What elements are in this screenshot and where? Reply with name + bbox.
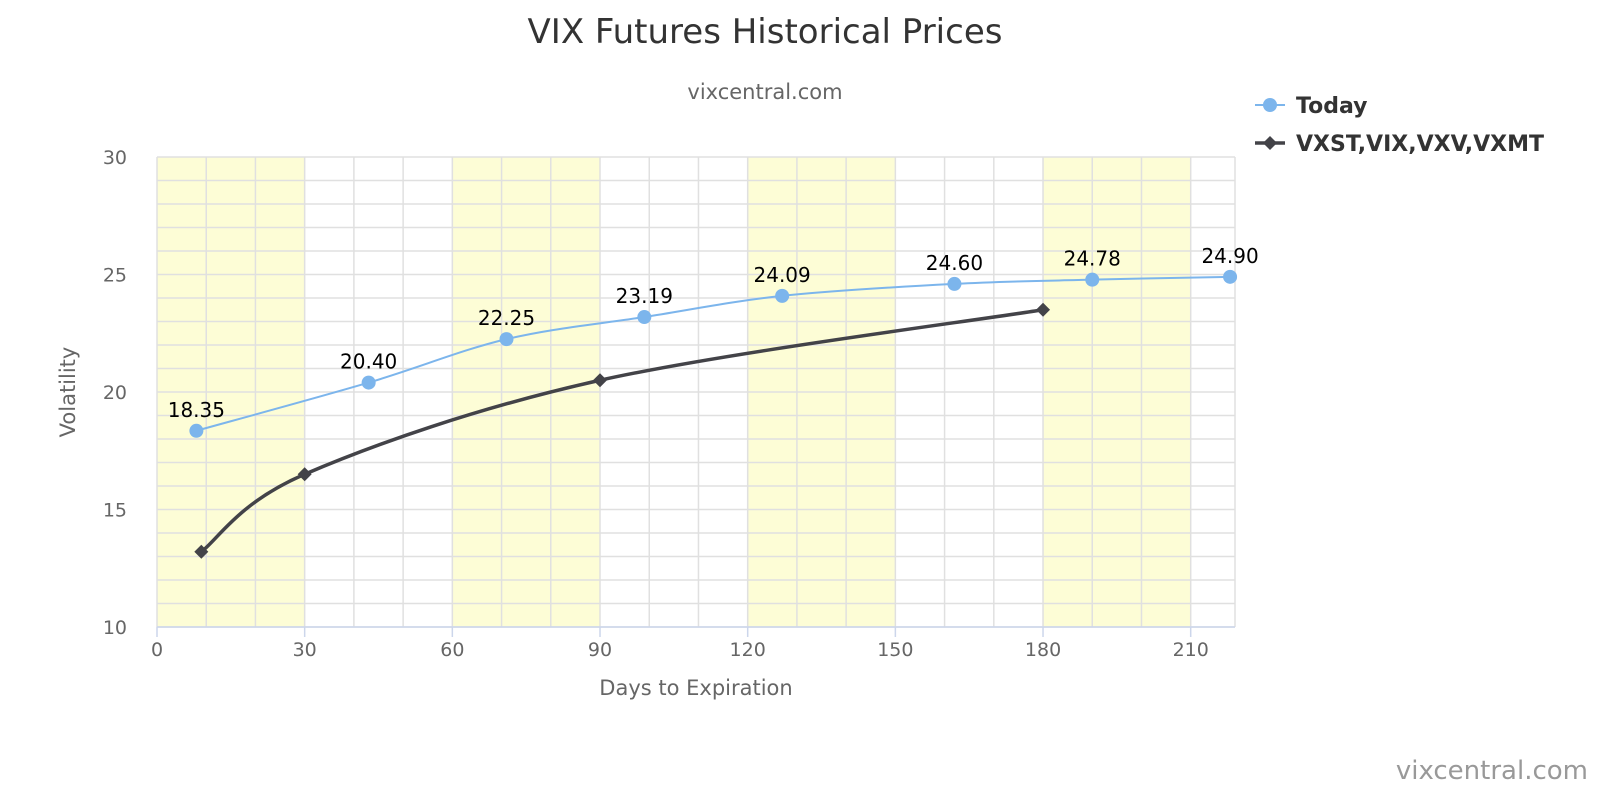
y-tick-label: 20: [103, 382, 127, 404]
data-label: 24.78: [1064, 247, 1121, 271]
index-point[interactable]: [1036, 302, 1051, 317]
y-tick-label: 25: [103, 265, 127, 287]
today-point[interactable]: [361, 375, 376, 390]
data-label: 24.09: [754, 263, 811, 287]
y-axis-title: Volatility: [56, 347, 80, 438]
legend-marker: [1263, 136, 1277, 150]
today-point[interactable]: [499, 332, 514, 347]
y-tick-label: 15: [103, 500, 127, 522]
legend-label: Today: [1296, 94, 1367, 119]
x-axis-title: Days to Expiration: [599, 676, 792, 700]
data-label: 18.35: [168, 398, 225, 422]
x-tick-label: 90: [588, 639, 612, 661]
series-line-1: [200, 308, 1044, 554]
index-point[interactable]: [593, 373, 608, 388]
chart-subtitle: vixcentral.com: [687, 80, 843, 104]
legend-marker: [1263, 98, 1277, 112]
legend-item-1[interactable]: VXST,VIX,VXV,VXMT: [1255, 132, 1544, 157]
x-tick-label: 150: [877, 639, 913, 661]
series-layer: [189, 269, 1238, 559]
data-label: 24.60: [926, 251, 983, 275]
grid-lines: [156, 156, 1236, 628]
today-point[interactable]: [637, 310, 652, 325]
y-tick-label: 30: [103, 147, 127, 169]
credits-text: vixcentral.com: [1395, 756, 1588, 786]
today-point[interactable]: [1223, 269, 1238, 284]
chart-title: VIX Futures Historical Prices: [527, 12, 1003, 52]
today-point[interactable]: [947, 276, 962, 291]
today-point[interactable]: [1085, 272, 1100, 287]
legend-item-0[interactable]: Today: [1255, 94, 1367, 119]
axes: 0 30 60 90 120 150 180 210 10 15 20 25 30 Days to Exp…: [56, 147, 1235, 700]
data-label: 23.19: [616, 284, 673, 308]
index-point[interactable]: [194, 544, 209, 559]
x-tick-label: 120: [730, 639, 766, 661]
x-tick-label: 210: [1173, 639, 1209, 661]
data-label: 20.40: [340, 350, 397, 374]
x-tick-label: 0: [151, 639, 163, 661]
index-point[interactable]: [297, 467, 312, 482]
data-label: 22.25: [478, 306, 535, 330]
x-tick-label: 30: [293, 639, 317, 661]
data-label: 24.90: [1201, 244, 1258, 268]
x-tick-label: 180: [1025, 639, 1061, 661]
today-point[interactable]: [775, 288, 790, 303]
legend: Today VXST,VIX,VXV,VXMT: [1255, 94, 1544, 157]
y-tick-label: 10: [103, 617, 127, 639]
legend-label: VXST,VIX,VXV,VXMT: [1296, 132, 1544, 157]
today-point[interactable]: [189, 423, 204, 438]
x-tick-label: 60: [440, 639, 464, 661]
data-labels: 18.35 20.40 22.25 23.19 24.09 24.60 24.78 24.90: [168, 244, 1259, 422]
